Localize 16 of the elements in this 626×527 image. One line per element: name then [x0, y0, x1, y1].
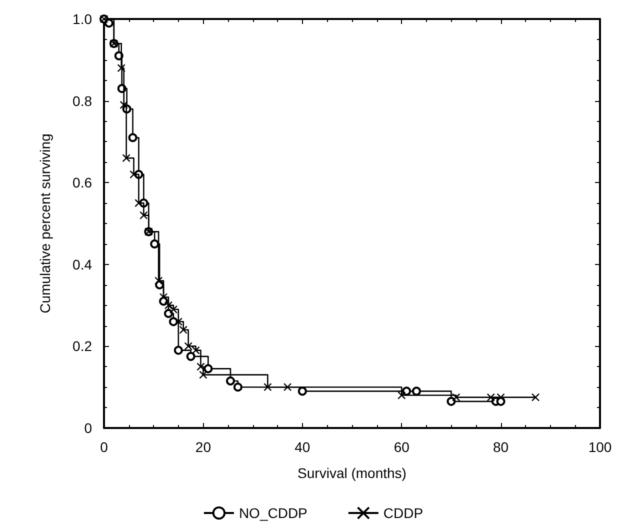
y-tick-label: 0 — [84, 420, 92, 436]
y-tick-label: 0.6 — [72, 174, 92, 191]
y-axis-title: Cumulative percent surviving — [37, 134, 53, 314]
x-tick-label: 80 — [493, 439, 509, 455]
y-tick-label: 0.4 — [72, 256, 92, 272]
y-tick-label: 1.0 — [72, 11, 92, 27]
y-tick-label: 0.8 — [72, 92, 92, 109]
x-axis-title: Survival (months) — [298, 465, 406, 481]
legend-label: NO_CDDP — [238, 505, 308, 521]
x-tick-label: 20 — [195, 439, 212, 455]
x-tick-label: 0 — [100, 439, 108, 455]
x-tick-label: 60 — [394, 439, 410, 455]
x-tick-label: 40 — [294, 439, 310, 455]
legend-label: CDDP — [383, 505, 424, 521]
y-tick-label: 0.2 — [72, 338, 92, 354]
x-tick-label: 100 — [588, 439, 612, 455]
